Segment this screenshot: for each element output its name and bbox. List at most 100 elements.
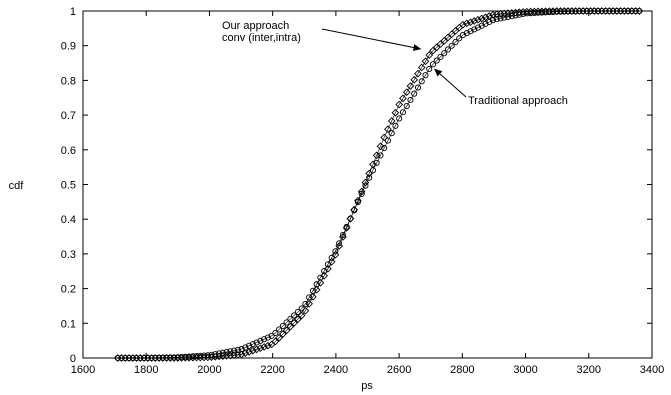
data-point	[388, 130, 395, 137]
data-point	[286, 322, 295, 331]
data-point	[226, 351, 235, 360]
data-point	[219, 352, 227, 360]
y-tick-label: 0.7	[61, 110, 76, 122]
data-point	[335, 242, 343, 250]
data-point	[474, 15, 482, 24]
y-tick-label: 0.4	[61, 214, 76, 226]
annotation-arrow	[433, 68, 467, 98]
x-axis-label: ps	[361, 380, 373, 392]
data-point	[260, 343, 268, 351]
x-tick-label: 2000	[197, 364, 221, 376]
data-point	[372, 151, 381, 160]
series-line	[117, 10, 640, 359]
data-point	[481, 13, 490, 22]
data-point	[245, 348, 253, 356]
data-point	[482, 20, 489, 27]
data-point	[305, 299, 313, 308]
data-point	[216, 350, 223, 357]
annotation-text: conv (inter,intra)	[222, 32, 301, 44]
data-point	[402, 88, 411, 97]
data-point	[466, 18, 475, 27]
data-point	[207, 353, 216, 361]
data-point	[444, 33, 452, 42]
data-point	[471, 26, 478, 33]
data-point	[302, 300, 309, 308]
data-point	[227, 348, 234, 355]
data-point	[437, 53, 444, 60]
data-point	[429, 61, 437, 68]
y-tick-label: 0.2	[61, 284, 76, 296]
data-point	[467, 28, 474, 35]
data-point	[456, 35, 463, 42]
x-tick-label: 2200	[260, 364, 284, 376]
x-tick-label: 2800	[450, 364, 474, 376]
data-point	[384, 125, 392, 134]
data-point	[291, 312, 298, 319]
data-point	[477, 14, 486, 23]
data-point	[249, 341, 256, 348]
data-point	[515, 8, 524, 17]
data-point	[534, 9, 542, 16]
x-tick-label: 1800	[134, 364, 158, 376]
x-tick-label: 2400	[324, 364, 348, 376]
ticks: 1600 1800 2000 2200 2400 2600 2800 3000 3200 3400…	[61, 6, 665, 376]
data-point	[331, 250, 340, 259]
y-tick-label: 0.1	[61, 318, 76, 330]
data-point	[241, 349, 250, 357]
data-point	[511, 8, 520, 17]
data-point	[436, 40, 445, 48]
y-tick-label: 1	[70, 6, 76, 18]
data-point	[309, 292, 317, 301]
data-point	[234, 350, 242, 359]
data-point	[440, 36, 449, 45]
data-point	[418, 78, 425, 85]
data-point	[507, 9, 516, 17]
data-point	[392, 122, 399, 129]
data-point	[211, 352, 220, 361]
data-point	[369, 160, 377, 169]
data-point	[441, 50, 448, 57]
data-point	[433, 57, 440, 64]
data-point	[410, 75, 419, 84]
data-point	[276, 326, 283, 333]
data-point	[417, 63, 426, 72]
data-point	[264, 334, 271, 341]
data-point	[447, 30, 456, 39]
data-point	[203, 353, 212, 362]
data-point	[470, 17, 479, 25]
data-point	[395, 100, 404, 109]
data-point	[365, 169, 374, 178]
data-point	[249, 346, 257, 355]
x-tick-label: 3000	[513, 364, 537, 376]
data-point	[426, 65, 433, 73]
data-point	[294, 315, 302, 324]
data-point	[403, 103, 410, 110]
data-point	[328, 254, 335, 261]
data-point	[222, 351, 231, 360]
data-point	[237, 350, 246, 359]
data-point	[478, 22, 485, 29]
data-point	[451, 27, 460, 35]
y-tick-label: 0.8	[61, 75, 76, 87]
y-tick-label: 0.3	[61, 249, 76, 261]
data-point	[474, 24, 482, 31]
data-point	[354, 198, 361, 206]
data-point	[316, 278, 325, 287]
data-point	[282, 326, 291, 335]
data-point	[297, 311, 306, 320]
data-point	[448, 42, 455, 49]
series-line	[117, 10, 640, 359]
annotation-arrow	[321, 28, 422, 51]
data-point	[339, 233, 347, 241]
data-point	[223, 348, 230, 356]
data-point	[320, 271, 328, 280]
data-point	[432, 43, 441, 52]
data-point	[425, 51, 434, 59]
data-point	[264, 341, 272, 350]
x-tick-label: 3400	[640, 364, 664, 376]
data-point	[459, 31, 467, 39]
y-tick-label: 0.6	[61, 145, 76, 157]
data-point	[256, 344, 265, 353]
